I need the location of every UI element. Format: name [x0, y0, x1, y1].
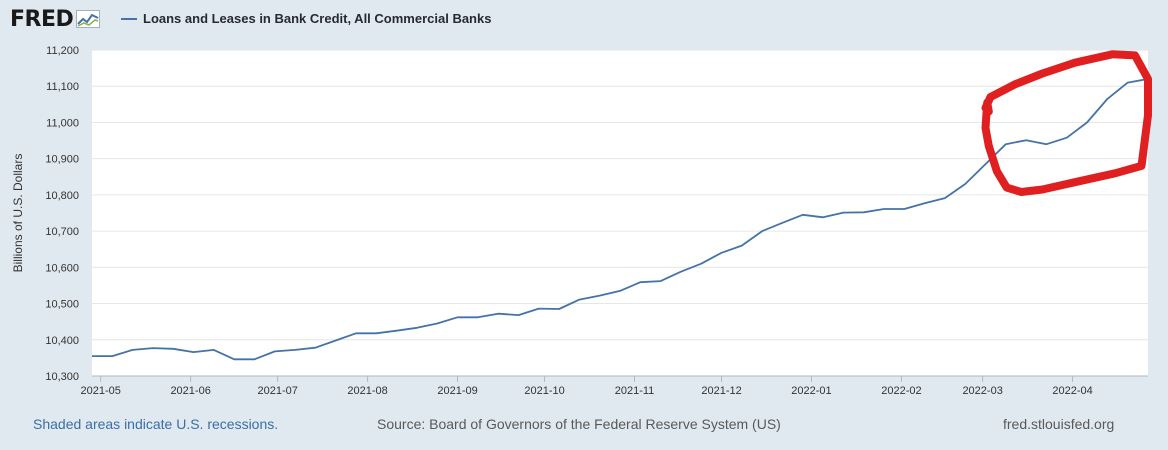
x-tick-label: 2021-08	[347, 385, 387, 397]
x-tick-label: 2022-03	[962, 385, 1002, 397]
legend-swatch	[121, 17, 137, 20]
y-tick-label: 10,800	[45, 190, 79, 202]
x-tick-label: 2021-05	[81, 385, 121, 397]
x-tick-label: 2021-10	[524, 385, 564, 397]
x-tick-label: 2021-09	[437, 385, 477, 397]
x-tick-label: 2021-07	[257, 385, 297, 397]
series-line	[92, 78, 1149, 361]
y-axis-label: Billions of U.S. Dollars	[11, 154, 25, 273]
y-tick-label: 11,100	[46, 81, 79, 93]
y-tick-label: 10,700	[45, 226, 79, 238]
x-tick-label: 2022-01	[791, 385, 831, 397]
fred-logo-text: FRED	[10, 6, 74, 32]
y-tick-label: 11,200	[46, 45, 79, 57]
recessions-note-link[interactable]: Shaded areas indicate U.S. recessions.	[33, 416, 279, 432]
x-tick-label: 2022-02	[881, 385, 921, 397]
x-tick-label: 2022-04	[1052, 385, 1092, 397]
red-circle-annotation	[981, 50, 1152, 196]
x-tick-label: 2021-11	[615, 385, 655, 397]
line-graph-icon	[76, 10, 101, 28]
y-tick-label: 11,000	[46, 117, 79, 129]
site-link[interactable]: fred.stlouisfed.org	[1003, 416, 1115, 432]
plot-area	[92, 50, 1148, 376]
x-tick-label: 2021-12	[701, 385, 741, 397]
y-tick-label: 10,300	[45, 371, 79, 383]
source-text: Source: Board of Governors of the Federa…	[377, 416, 781, 432]
fred-logo[interactable]: FRED	[10, 6, 101, 32]
y-tick-label: 10,400	[45, 335, 79, 347]
y-tick-label: 10,900	[45, 154, 79, 166]
chart-legend: Loans and Leases in Bank Credit, All Com…	[121, 11, 491, 26]
legend-label: Loans and Leases in Bank Credit, All Com…	[143, 11, 492, 26]
x-tick-label: 2021-06	[170, 385, 210, 397]
y-tick-label: 10,500	[45, 299, 79, 311]
y-tick-label: 10,600	[45, 262, 79, 274]
